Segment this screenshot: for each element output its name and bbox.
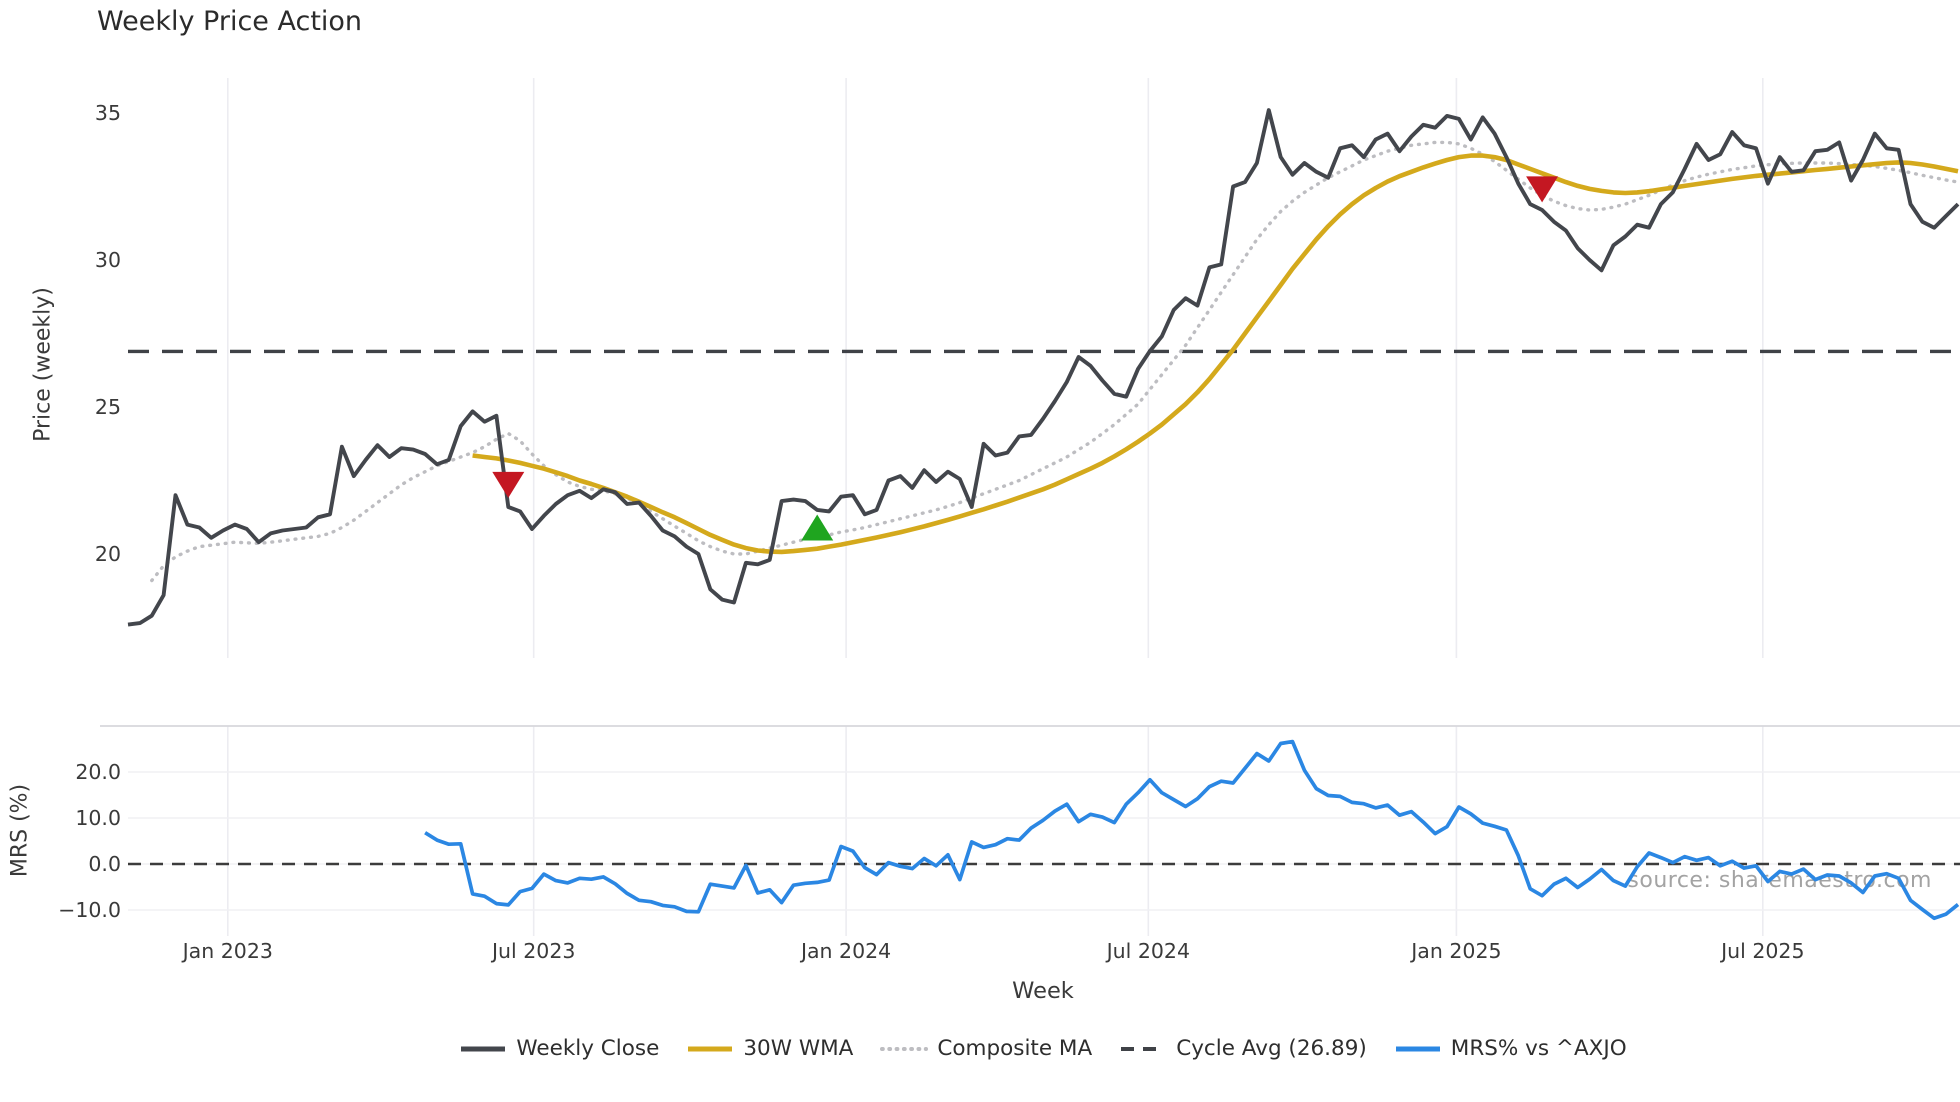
legend-swatch-icon [461,1046,506,1051]
legend-item: Weekly Close [459,1036,659,1061]
legend-swatch-icon [688,1046,733,1051]
legend-label: Cycle Avg (26.89) [1176,1036,1367,1061]
price-tick-label: 20 [95,542,121,566]
mrs-tick-label: 10.0 [75,806,121,830]
legend-label: MRS% vs ^AXJO [1450,1036,1627,1061]
mrs-line [424,739,1960,921]
legend-item: MRS% vs ^AXJO [1394,1036,1627,1061]
price-tick-label: 25 [95,395,121,419]
legend-label: Weekly Close [516,1036,660,1061]
buy-marker [801,514,834,541]
sell-marker [1526,176,1559,203]
legend-swatch-icon [880,1046,929,1051]
price-tick-label: 35 [95,101,121,125]
legend-swatch-icon [1395,1046,1440,1051]
x-axis-label: Week [1012,978,1074,1004]
legend-item: Cycle Avg (26.89) [1119,1036,1367,1061]
price-tick-label: 30 [95,248,121,272]
legend-label: Composite MA [937,1036,1093,1061]
mrs-tick-label: 0.0 [88,852,121,876]
legend-label: 30W WMA [743,1036,854,1061]
mrs-tick-label: −10.0 [58,898,121,922]
page-title: Weekly Price Action [97,6,363,37]
x-tick-label: Jul 2023 [490,939,575,963]
legend-item: 30W WMA [686,1036,853,1061]
chart-legend: Weekly Close 30W WMA Composite MA Cycle Avg… [128,1036,1958,1061]
x-tick-label: Jan 2025 [1409,939,1501,963]
composite-ma-line [150,140,1960,583]
wma-30w-line [472,153,1959,555]
x-tick-label: Jul 2025 [1719,939,1804,963]
x-tick-label: Jan 2024 [799,939,891,963]
legend-item: Composite MA [880,1036,1092,1061]
legend-swatch-icon [1121,1046,1166,1051]
x-tick-label: Jul 2024 [1105,939,1190,963]
sell-marker [492,471,525,498]
weekly-close-line [127,108,1960,627]
mrs-tick-label: 20.0 [75,760,121,784]
x-tick-label: Jan 2023 [181,939,273,963]
